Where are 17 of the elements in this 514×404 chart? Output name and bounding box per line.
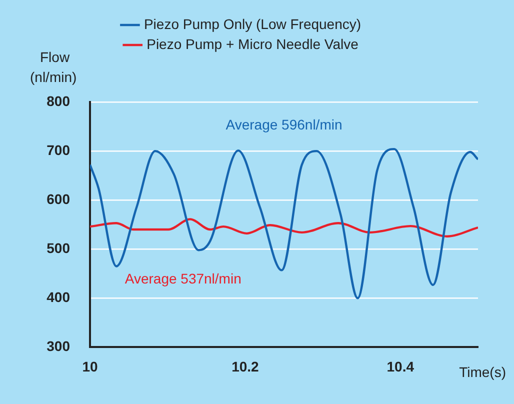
annotation: Average 537nl/min	[124, 270, 242, 286]
legend-label: Piezo Pump + Micro Needle Valve	[146, 36, 359, 52]
line-series	[90, 218, 478, 238]
annotation: Average 596nl/min	[226, 116, 342, 132]
line-series	[90, 148, 478, 300]
x-tick-label: 10.2	[232, 358, 260, 374]
y-axis-title: Flow (nl/min)	[30, 48, 77, 85]
y-tick-label: 700	[46, 142, 70, 158]
x-axis-title: Time(s)	[459, 364, 506, 380]
y-tick-label: 300	[46, 338, 70, 354]
y-tick-label: 800	[46, 92, 70, 109]
y-tick-label: 400	[46, 289, 70, 306]
y-tick-label: 500	[46, 240, 70, 256]
x-tick-label: 10.4	[386, 358, 414, 374]
x-tick-label: 10	[82, 358, 98, 374]
legend-label: Piezo Pump Only (Low Frequency)	[144, 16, 362, 32]
y-tick-label: 600	[46, 190, 70, 207]
